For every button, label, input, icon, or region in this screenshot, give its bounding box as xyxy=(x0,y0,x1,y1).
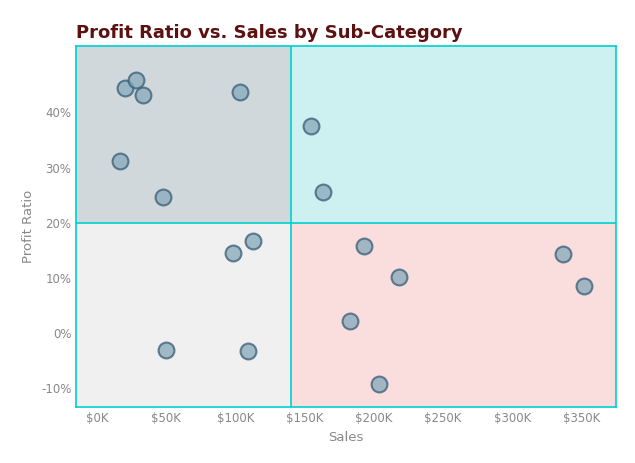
Bar xyxy=(291,223,616,407)
Point xyxy=(359,243,369,250)
Point xyxy=(131,77,141,84)
Point xyxy=(318,188,328,195)
Point xyxy=(558,250,568,258)
Y-axis label: Profit Ratio: Profit Ratio xyxy=(22,190,36,263)
Bar xyxy=(291,46,616,223)
Text: Profit Ratio vs. Sales by Sub-Category: Profit Ratio vs. Sales by Sub-Category xyxy=(76,24,463,42)
Point xyxy=(394,274,404,281)
Point xyxy=(243,348,253,355)
Bar xyxy=(76,223,291,407)
Point xyxy=(161,346,171,353)
Point xyxy=(227,249,237,256)
Point xyxy=(138,91,148,99)
Point xyxy=(579,282,589,289)
Bar xyxy=(76,46,291,223)
Point xyxy=(234,88,244,96)
Point xyxy=(116,157,126,165)
Point xyxy=(345,317,356,325)
Point xyxy=(158,193,168,200)
Point xyxy=(374,381,384,388)
Point xyxy=(307,123,317,130)
Point xyxy=(248,237,258,244)
Point xyxy=(119,84,130,91)
X-axis label: Sales: Sales xyxy=(328,431,364,444)
